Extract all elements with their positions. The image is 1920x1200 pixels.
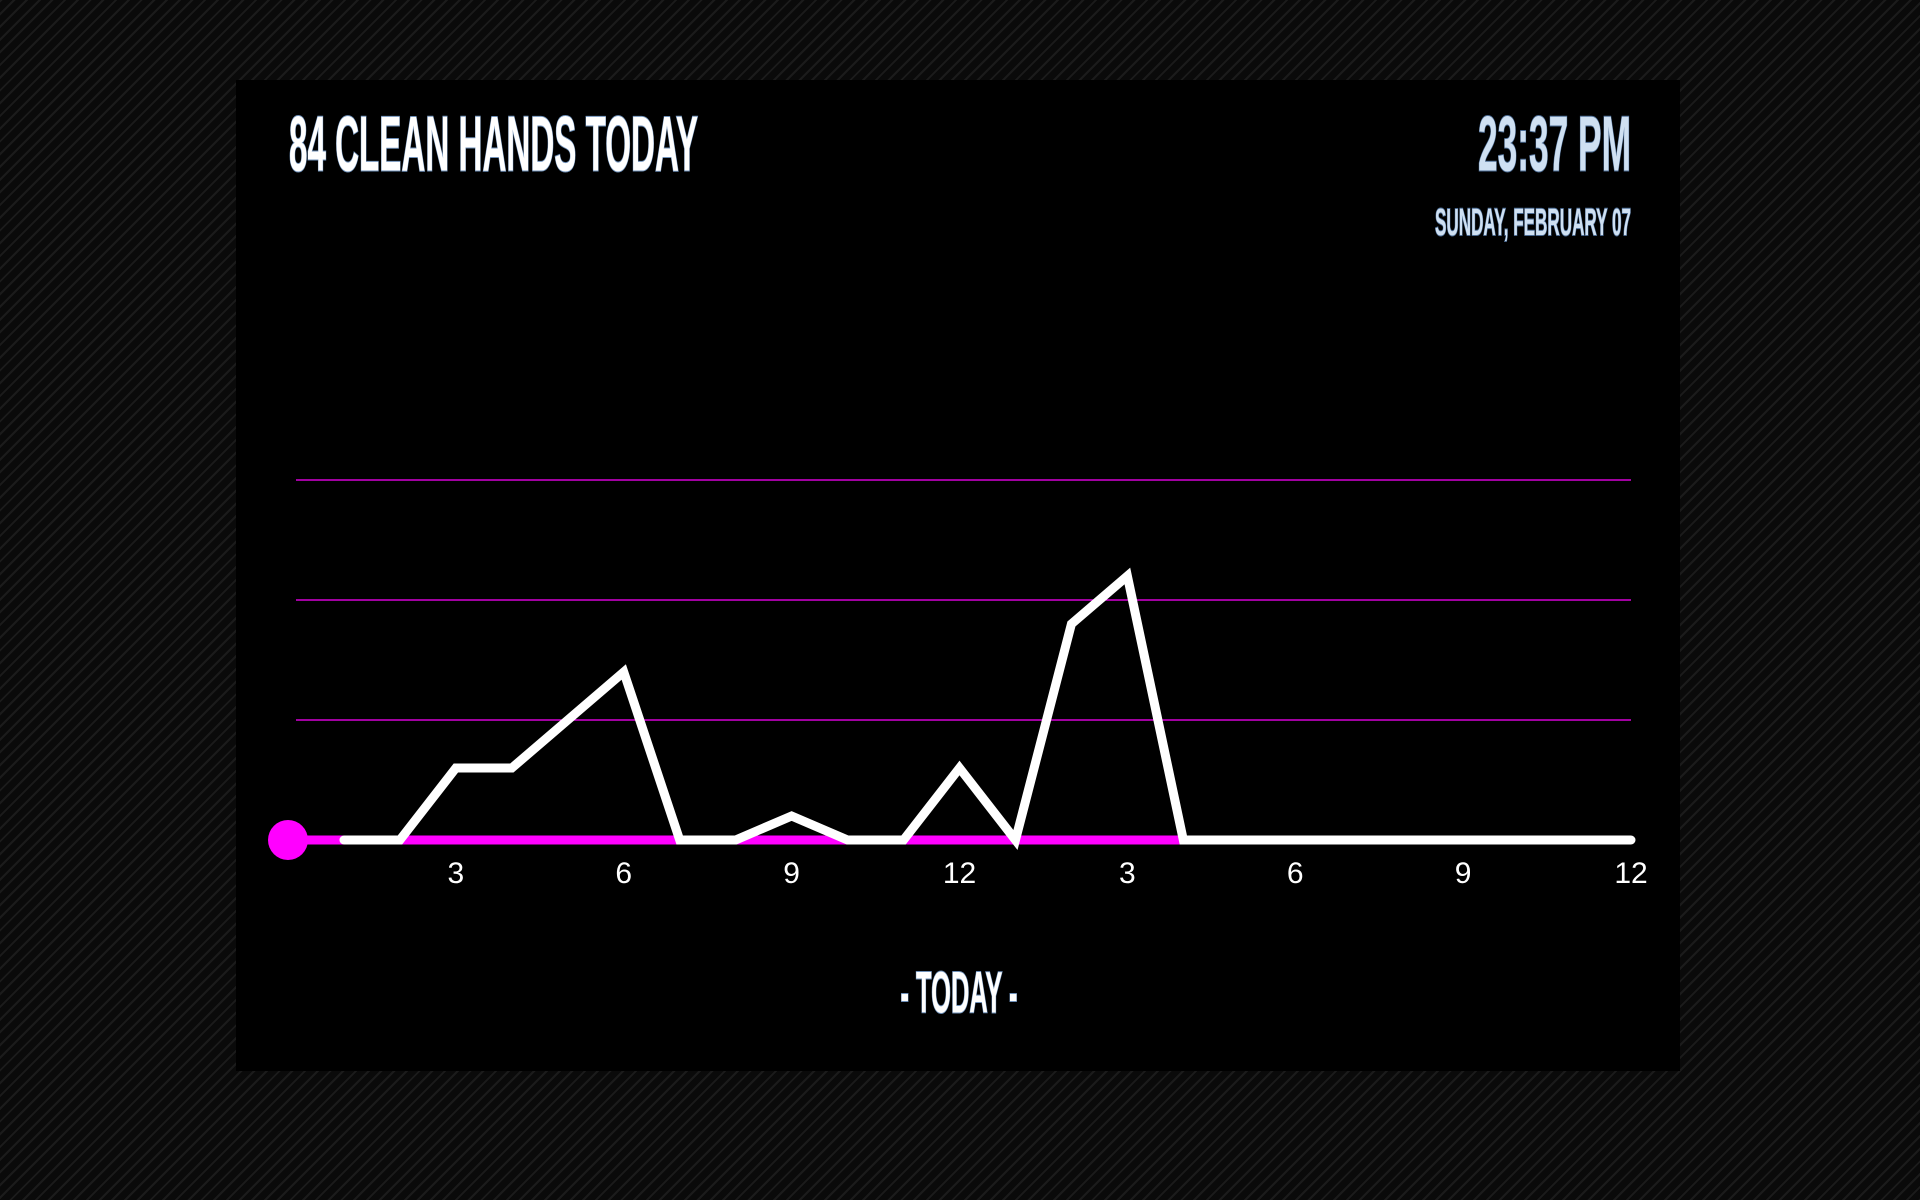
x-axis-label: - TODAY - — [901, 960, 1018, 1025]
data-line — [339, 567, 1636, 850]
clock-date: SUNDAY, FEBRUARY 07 — [1435, 202, 1631, 244]
x-tick-label: 12 — [943, 857, 976, 890]
x-tick-label: 3 — [1119, 857, 1136, 890]
x-tick-label: 9 — [1455, 857, 1472, 890]
start-dot — [268, 820, 308, 860]
headline: 84 CLEAN HANDS TODAY — [289, 100, 698, 188]
x-tick-label: 12 — [1614, 857, 1647, 890]
panel — [236, 80, 1680, 1071]
x-tick-label: 6 — [615, 857, 632, 890]
x-tick-label: 3 — [448, 857, 465, 890]
clock-time: 23:37 PM — [1478, 100, 1631, 188]
x-tick-label: 6 — [1287, 857, 1304, 890]
x-tick-label: 9 — [783, 857, 800, 890]
